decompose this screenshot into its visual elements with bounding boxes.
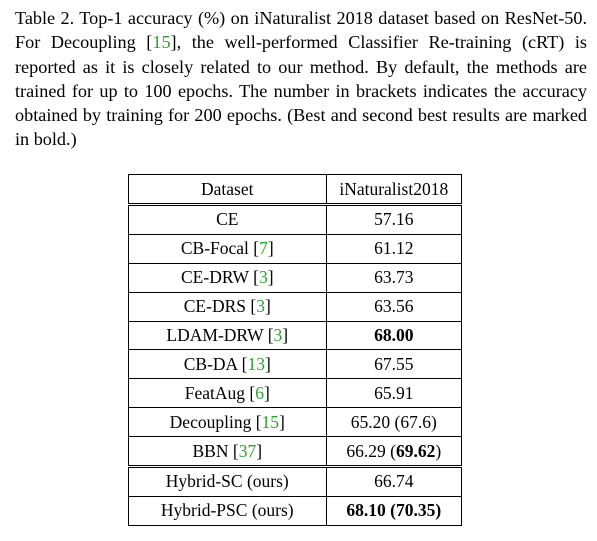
method-cell: Decoupling [15] [128, 407, 327, 438]
citation-bracket: [ [245, 296, 257, 317]
method-name: FeatAug [184, 382, 246, 403]
accuracy-value: 63.73 [374, 267, 414, 288]
method-cell: CE [128, 203, 327, 235]
accuracy-cell: 68.10 (70.35) [325, 496, 463, 526]
accuracy-200-epochs: (70.35) [390, 500, 442, 521]
accuracy-cell: 67.55 [325, 349, 463, 380]
citation-bracket: [ [263, 325, 274, 345]
table-row: CE-DRS [3] 63.56 [128, 292, 463, 322]
accuracy-value: 65.20 [350, 411, 391, 432]
table-caption: Table 2. Top-1 accuracy (%) on iNaturali… [15, 6, 587, 152]
caption-citation-link[interactable]: 15 [152, 32, 171, 53]
paren: ( [390, 440, 396, 461]
method-cell: LDAM-DRW [3] [128, 321, 327, 351]
method-cell: CE-DRW [3] [128, 263, 327, 293]
accuracy-value: 66.29 [346, 440, 386, 461]
citation-link[interactable]: 6 [255, 382, 264, 403]
method-cell: Hybrid-SC (ours) [128, 465, 327, 497]
citation-bracket: ] [279, 411, 285, 432]
citation-bracket: [ [248, 238, 260, 259]
citation-bracket: ] [282, 325, 289, 345]
method-cell: Hybrid-PSC (ours) [128, 496, 327, 526]
citation-bracket: [ [245, 382, 256, 403]
accuracy-cell: 66.74 [325, 465, 463, 497]
accuracy-value: 63.56 [374, 296, 414, 317]
method-name: CB-DA [183, 353, 238, 374]
accuracy-cell: 57.16 [325, 203, 463, 235]
accuracy-value: 67.55 [374, 353, 414, 374]
accuracy-cell: 63.56 [325, 292, 463, 322]
accuracy-value: 65.91 [374, 382, 414, 403]
table-row: CE 57.16 [128, 203, 463, 235]
citation-bracket: [ [251, 411, 262, 432]
accuracy-200-epochs: (67.6) [394, 411, 437, 432]
caption-text-start: Table 2. Top-1 accuracy (%) on iNaturali… [15, 8, 587, 53]
table-header-row: Dataset iNaturalist2018 [128, 174, 463, 205]
header-inaturalist2018: iNaturalist2018 [325, 174, 463, 205]
method-name: Hybrid-PSC (ours) [160, 500, 294, 521]
method-cell: CB-Focal [7] [128, 234, 327, 264]
method-name: CE [216, 209, 239, 230]
table-row: Decoupling [15] 65.20 (67.6) [128, 407, 463, 438]
accuracy-value: 68.00 [374, 325, 414, 345]
citation-link[interactable]: 3 [256, 296, 265, 317]
method-name: LDAM-DRW [166, 325, 264, 345]
method-cell: CE-DRS [3] [128, 292, 327, 322]
accuracy-value: 68.10 [346, 500, 386, 521]
table-row: CB-DA [13] 67.55 [128, 349, 463, 380]
citation-link[interactable]: 13 [247, 353, 265, 374]
table-row: FeatAug [6] 65.91 [128, 378, 463, 409]
method-name: CB-Focal [180, 238, 249, 259]
proposed-methods: Hybrid-SC (ours) 66.74 Hybrid-PSC (ours) 68… [128, 465, 463, 526]
citation-link[interactable]: 7 [259, 238, 268, 259]
accuracy-value: 66.74 [374, 471, 414, 492]
paren: ) [435, 440, 442, 461]
accuracy-cell: 61.12 [325, 234, 463, 264]
method-name: CE-DRS [183, 296, 246, 317]
table-row: Hybrid-SC (ours) 66.74 [128, 465, 463, 497]
table-row: CE-DRW [3] 63.73 [128, 263, 463, 293]
citation-bracket: ] [256, 440, 263, 461]
table-row: BBN [37] 66.29 (69.62) [128, 436, 463, 468]
accuracy-cell: 68.00 [325, 321, 463, 351]
method-name: BBN [192, 440, 229, 461]
citation-bracket: ] [267, 267, 274, 288]
citation-link[interactable]: 37 [238, 440, 257, 461]
method-name: Decoupling [169, 411, 252, 432]
method-name: CE-DRW [181, 267, 249, 288]
accuracy-cell: 63.73 [325, 263, 463, 293]
method-cell: FeatAug [6] [128, 378, 327, 409]
accuracy-cell: 65.20 (67.6) [325, 407, 463, 438]
citation-link[interactable]: 15 [261, 411, 280, 432]
table-row: LDAM-DRW [3] 68.00 [128, 321, 463, 351]
citation-bracket: ] [264, 296, 271, 317]
accuracy-cell: 65.91 [325, 378, 463, 409]
table-row: CB-Focal [7] 61.12 [128, 234, 463, 264]
citation-link[interactable]: 3 [258, 267, 268, 288]
accuracy-value: 61.12 [374, 238, 414, 259]
table-row: Hybrid-PSC (ours) 68.10 (70.35) [128, 496, 463, 526]
accuracy-value: 57.16 [374, 209, 414, 230]
citation-bracket: ] [267, 238, 274, 259]
citation-link[interactable]: 3 [273, 325, 283, 345]
method-cell: BBN [37] [128, 436, 327, 468]
citation-bracket: ] [263, 382, 270, 403]
caption-text-end: ], the well-performed Classifier Re-trai… [15, 32, 587, 150]
results-table: Dataset iNaturalist2018 CE 57.16 CB-Focal … [128, 174, 463, 526]
citation-bracket: [ [228, 440, 239, 461]
citation-bracket: [ [237, 353, 248, 374]
citation-bracket: ] [264, 353, 271, 374]
baseline-methods: CE 57.16 CB-Focal [7] 61.12 CE-DRW [3] 63.73 C… [128, 203, 463, 468]
accuracy-cell: 66.29 (69.62) [325, 436, 463, 468]
method-cell: CB-DA [13] [128, 349, 327, 380]
method-name: Hybrid-SC (ours) [165, 471, 289, 492]
accuracy-200-epochs: 69.62 [395, 440, 436, 461]
citation-bracket: [ [248, 267, 259, 288]
header-dataset: Dataset [128, 174, 327, 205]
